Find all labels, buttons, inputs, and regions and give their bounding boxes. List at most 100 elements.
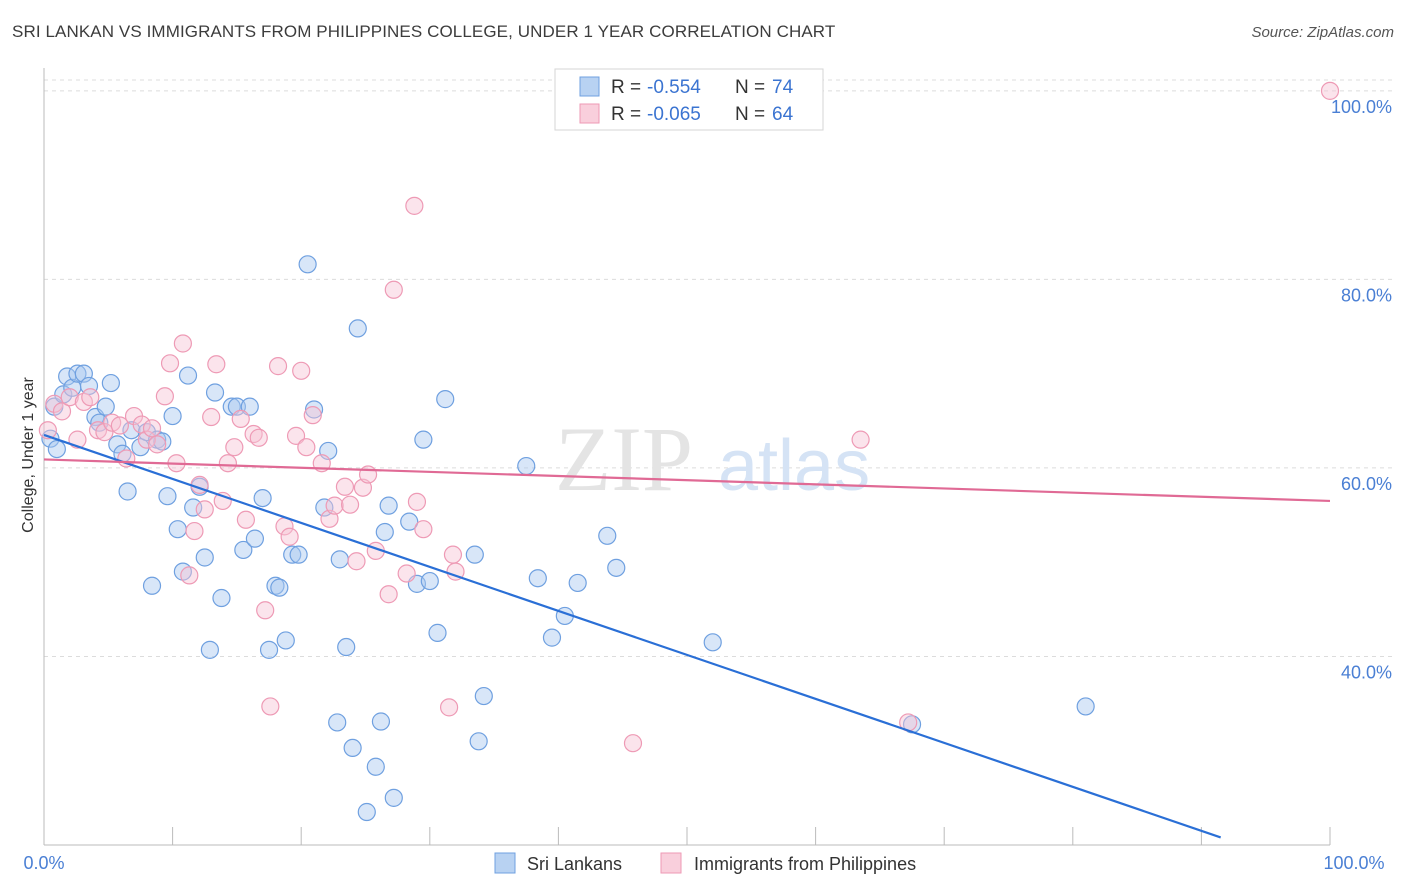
- point-sri-lankans: [1076, 697, 1095, 716]
- point-philippines: [137, 430, 156, 449]
- x-tick-label-min: 0.0%: [23, 853, 64, 873]
- point-sri-lankans: [348, 319, 367, 338]
- point-philippines: [185, 521, 204, 541]
- legend-r-label-1: R =: [611, 77, 641, 98]
- bottom-legend-swatch-philippines: [660, 852, 682, 874]
- watermark-zip: ZIP: [555, 408, 693, 510]
- point-sri-lankans: [375, 522, 394, 542]
- point-philippines: [347, 552, 366, 571]
- point-philippines: [384, 280, 403, 299]
- point-sri-lankans: [234, 540, 253, 560]
- point-philippines: [207, 355, 226, 374]
- point-sri-lankans: [168, 520, 187, 539]
- point-philippines: [38, 421, 57, 440]
- legend-r-value-2: -0.065: [647, 104, 701, 125]
- point-philippines: [142, 419, 162, 438]
- point-philippines: [379, 585, 398, 604]
- point-sri-lankans: [240, 397, 259, 416]
- point-philippines: [148, 435, 167, 454]
- point-philippines: [256, 601, 275, 620]
- point-sri-lankans: [289, 545, 308, 564]
- y-tick-label: 80.0%: [1341, 285, 1392, 305]
- point-sri-lankans: [101, 373, 120, 393]
- point-sri-lankans: [259, 640, 279, 659]
- point-sri-lankans: [474, 686, 493, 706]
- point-philippines: [52, 402, 72, 421]
- y-tick-label: 40.0%: [1341, 662, 1392, 682]
- point-sri-lankans: [414, 430, 433, 449]
- point-sri-lankans: [542, 628, 562, 647]
- y-axis-label: College, Under 1 year: [20, 377, 37, 533]
- chart-title: SRI LANKAN VS IMMIGRANTS FROM PHILIPPINE…: [12, 22, 836, 41]
- point-sri-lankans: [517, 456, 536, 476]
- point-sri-lankans: [607, 558, 626, 577]
- point-philippines: [340, 495, 360, 514]
- point-sri-lankans: [528, 569, 547, 588]
- point-sri-lankans: [90, 413, 109, 432]
- point-sri-lankans: [96, 397, 115, 416]
- point-sri-lankans: [420, 571, 439, 591]
- point-philippines: [335, 477, 355, 496]
- y-tick-label: 60.0%: [1341, 474, 1392, 494]
- point-sri-lankans: [366, 757, 385, 776]
- point-philippines: [231, 409, 250, 429]
- point-sri-lankans: [142, 576, 162, 595]
- point-sri-lankans: [212, 588, 231, 608]
- point-sri-lankans: [163, 406, 182, 426]
- trend-line-sri-lankans: [43, 433, 1222, 839]
- point-philippines: [110, 416, 129, 435]
- point-philippines: [292, 361, 311, 380]
- point-sri-lankans: [428, 623, 447, 642]
- point-sri-lankans: [465, 545, 484, 564]
- point-philippines: [358, 465, 378, 484]
- point-sri-lankans: [122, 421, 141, 440]
- point-sri-lankans: [400, 512, 419, 531]
- point-philippines: [218, 454, 237, 473]
- point-sri-lankans: [304, 400, 324, 419]
- point-sri-lankans: [469, 732, 488, 751]
- point-sri-lankans: [343, 738, 362, 758]
- series-legend: Sri Lankans Immigrants from Philippines: [494, 852, 916, 874]
- point-philippines: [280, 527, 299, 546]
- point-philippines: [236, 510, 256, 529]
- point-philippines: [407, 492, 427, 511]
- point-sri-lankans: [379, 496, 398, 515]
- y-tick-label: 100.0%: [1331, 97, 1392, 117]
- point-sri-lankans: [184, 498, 203, 517]
- legend-swatch-sri-lankans: [579, 76, 600, 97]
- point-philippines: [60, 388, 79, 407]
- zipatlas-watermark: ZIP atlas: [555, 408, 870, 510]
- point-philippines: [202, 407, 221, 427]
- point-sri-lankans: [158, 487, 177, 506]
- point-philippines: [88, 421, 108, 440]
- point-philippines: [397, 564, 416, 583]
- point-philippines: [623, 734, 643, 753]
- point-philippines: [439, 698, 459, 717]
- point-sri-lankans: [245, 529, 265, 548]
- point-sri-lankans: [195, 548, 214, 567]
- point-sri-lankans: [283, 545, 302, 564]
- point-philippines: [851, 430, 870, 449]
- point-sri-lankans: [436, 390, 455, 409]
- point-philippines: [443, 545, 463, 564]
- point-sri-lankans: [47, 439, 66, 459]
- point-sri-lankans: [357, 802, 376, 822]
- point-sri-lankans: [276, 631, 295, 650]
- point-philippines: [249, 428, 268, 447]
- point-philippines: [297, 438, 316, 457]
- point-philippines: [261, 697, 280, 716]
- point-philippines: [95, 423, 114, 442]
- point-sri-lankans: [298, 255, 317, 274]
- point-sri-lankans: [371, 712, 391, 731]
- point-philippines: [446, 562, 465, 581]
- point-philippines: [195, 500, 214, 519]
- chart-source: Source: ZipAtlas.com: [1251, 24, 1394, 41]
- point-sri-lankans: [222, 397, 241, 416]
- point-sri-lankans: [108, 435, 127, 454]
- stats-legend: R = -0.554 N = 74 R = -0.065 N = 64: [554, 68, 824, 131]
- point-sri-lankans: [703, 633, 722, 652]
- point-philippines: [81, 388, 100, 407]
- point-sri-lankans: [270, 578, 289, 597]
- legend-r-value-1: -0.554: [647, 77, 701, 98]
